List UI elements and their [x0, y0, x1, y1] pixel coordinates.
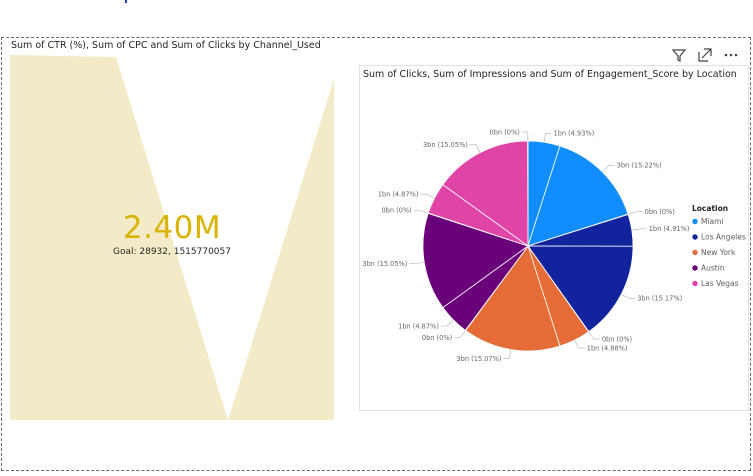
legend-item-label[interactable]: Las Vegas: [701, 279, 739, 288]
slice-data-label: 0bn (0%): [602, 335, 632, 343]
pie-chart-svg: 1bn (4.93%) 3bn (15.22%) 0bn (0%) 1bn (4.91…: [362, 128, 746, 363]
pie-slice[interactable]: [422, 212, 529, 309]
legend-item-label[interactable]: Los Angeles: [701, 233, 746, 242]
slice-leader-line: [621, 294, 636, 299]
slice-leader-line: [454, 330, 466, 338]
pie-chart-visual[interactable]: Sum of Clicks, Sum of Impressions and Su…: [359, 65, 749, 411]
pie-chart-title: Sum of Clicks, Sum of Impressions and Su…: [363, 69, 737, 80]
slice-data-label: 0bn (0%): [490, 128, 520, 136]
gauge-visual-title: Sum of CTR (%), Sum of CPC and Sum of Cl…: [11, 40, 321, 51]
kpi-value: 2.40M: [122, 210, 222, 246]
slice-data-label: 0bn (0%): [645, 208, 675, 216]
slice-leader-line: [588, 331, 600, 340]
gauge-fill: [10, 55, 334, 420]
slice-data-label: 1bn (4.87%): [398, 322, 439, 330]
slice-data-label: 3bn (15.22%): [617, 162, 662, 170]
filter-icon[interactable]: [670, 46, 688, 64]
slice-data-label: 3bn (15.17%): [637, 295, 682, 303]
slice-leader-line: [440, 319, 454, 327]
canvas-marker: [125, 0, 127, 3]
legend-item-label[interactable]: Austin: [701, 264, 725, 273]
slice-data-label: 1bn (4.87%): [378, 190, 419, 198]
kpi-goal: Goal: 28932, 1515770057: [112, 247, 231, 257]
slice-data-label: 0bn (0%): [381, 207, 411, 215]
slice-data-label: 1bn (4.93%): [554, 130, 595, 138]
slice-data-label: 3bn (15.05%): [423, 141, 468, 149]
slice-data-label: 3bn (15.07%): [456, 355, 501, 363]
slice-leader-line: [503, 349, 512, 359]
slice-leader-line: [602, 165, 615, 172]
slice-leader-line: [543, 133, 552, 143]
legend-marker: [692, 249, 698, 256]
pie-slice[interactable]: [527, 145, 629, 247]
legend-marker: [692, 234, 698, 240]
slice-leader-line: [628, 211, 643, 215]
slice-data-label: 3bn (15.05%): [362, 260, 407, 268]
slice-data-label: 0bn (0%): [422, 334, 452, 342]
pie-slice[interactable]: [442, 140, 529, 247]
legend-item-label[interactable]: Miami: [701, 217, 724, 226]
slice-leader-line: [413, 210, 429, 214]
legend-marker: [692, 265, 698, 271]
slice-leader-line: [574, 339, 585, 349]
more-options-icon[interactable]: [722, 46, 740, 64]
slice-leader-line: [521, 131, 529, 142]
slice-data-label: 1bn (4.88%): [587, 344, 628, 352]
slice-leader-line: [409, 261, 425, 264]
slice-leader-line: [631, 228, 647, 231]
pie-slice[interactable]: [465, 245, 561, 352]
slice-leader-line: [469, 144, 481, 153]
legend-marker: [692, 218, 698, 225]
gauge-visual[interactable]: 2.40M Goal: 28932, 1515770057: [10, 52, 334, 422]
legend-title: Location: [692, 204, 728, 213]
focus-mode-icon[interactable]: [696, 46, 714, 64]
slice-leader-line: [420, 193, 435, 199]
gauge-shape: [10, 55, 334, 420]
legend-item-label[interactable]: New York: [701, 248, 736, 257]
visual-header-icons: [670, 46, 740, 64]
legend-marker: [692, 280, 698, 287]
slice-data-label: 1bn (4.91%): [649, 225, 690, 233]
report-canvas: [1, 37, 751, 471]
